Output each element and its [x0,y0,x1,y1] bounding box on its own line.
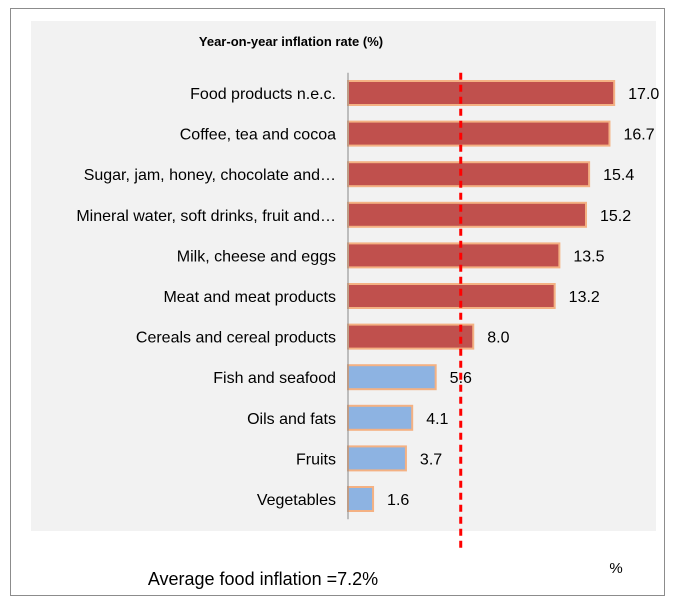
value-label: 16.7 [623,127,654,144]
category-label: Meat and meat products [163,289,336,306]
bar-2 [347,161,591,188]
bar-1 [347,120,611,147]
inflation-bar-chart: Year-on-year inflation rate (%) Food pro… [76,34,659,589]
bar-6 [347,323,475,350]
value-label: 13.2 [569,289,600,306]
average-label: Average food inflation =7.2% [148,569,378,589]
category-label: Oils and fats [247,411,336,428]
category-label: Cereals and cereal products [136,330,336,347]
category-label: Vegetables [257,492,336,509]
category-label: Sugar, jam, honey, chocolate and… [84,167,336,184]
bar-7 [347,364,437,391]
value-label: 1.6 [387,492,409,509]
value-label: 4.1 [426,411,448,428]
bar-3 [347,201,587,228]
unit-label: % [609,560,622,577]
chart-frame: Year-on-year inflation rate (%) Food pro… [10,8,665,596]
category-label: Fruits [296,451,336,468]
chart-title: Year-on-year inflation rate (%) [199,34,383,49]
category-label: Fish and seafood [213,370,336,387]
value-label: 13.5 [573,248,604,265]
category-label: Coffee, tea and cocoa [180,127,336,144]
bar-8 [347,404,414,431]
bar-10 [347,486,375,512]
category-label: Milk, cheese and eggs [177,248,336,265]
bar-9 [347,445,407,472]
value-label: 15.2 [600,208,631,225]
bar-0 [347,80,616,106]
value-label: 8.0 [487,330,509,347]
category-label: Food products n.e.c. [190,86,336,103]
bar-4 [347,242,561,269]
value-label: 15.4 [603,167,634,184]
category-label: Mineral water, soft drinks, fruit and… [76,208,336,225]
value-label: 3.7 [420,451,442,468]
value-label: 17.0 [628,86,659,103]
bar-5 [347,283,556,309]
